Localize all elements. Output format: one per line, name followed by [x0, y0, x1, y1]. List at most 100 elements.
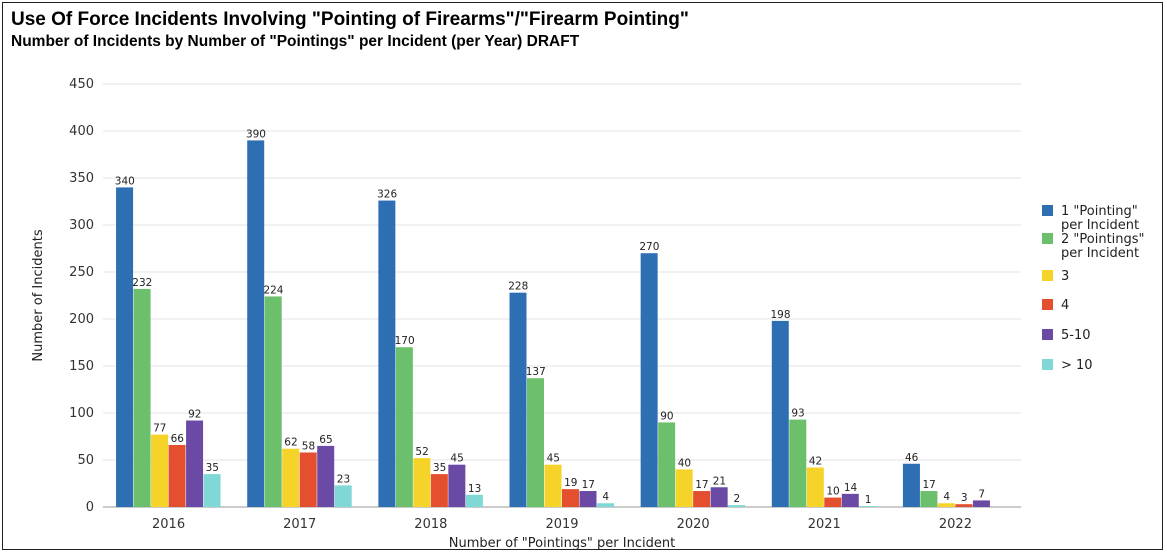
bar [448, 464, 466, 507]
data-label: 77 [153, 423, 166, 435]
bar [282, 448, 300, 507]
data-label: 58 [302, 440, 315, 452]
data-label: 92 [188, 409, 201, 421]
bar [902, 463, 920, 507]
data-label: 270 [639, 241, 659, 253]
bar [334, 485, 352, 507]
bar [465, 494, 483, 507]
bar [527, 378, 544, 507]
bar [378, 200, 396, 507]
data-label: 52 [415, 446, 428, 458]
bar [430, 474, 448, 507]
x-tick-label: 2020 [677, 517, 710, 532]
bar [203, 474, 221, 507]
y-tick-label: 50 [77, 453, 94, 468]
bars [116, 140, 990, 507]
bar [168, 444, 186, 507]
y-tick-label: 0 [86, 500, 94, 515]
data-label: 21 [713, 475, 726, 487]
y-tick-label: 250 [69, 265, 94, 280]
gridlines [103, 83, 1021, 508]
data-label: 390 [246, 128, 266, 140]
data-label: 13 [468, 483, 481, 495]
chart-subtitle: Number of Incidents by Number of "Pointi… [11, 33, 580, 50]
bar [317, 445, 335, 507]
bar [247, 140, 265, 507]
data-label: 228 [508, 281, 528, 293]
y-tick-label: 100 [69, 406, 94, 421]
bar [579, 491, 597, 507]
bar [264, 296, 282, 507]
bar [116, 187, 134, 507]
bar [151, 434, 169, 507]
x-axis: 2016 2017 2018 2019 2020 2021 2022 [152, 517, 972, 532]
data-label: 65 [319, 434, 332, 446]
bar [597, 503, 614, 507]
bar [562, 489, 579, 507]
bar [395, 347, 413, 507]
legend-swatch [1042, 299, 1053, 310]
data-label: 45 [450, 453, 463, 465]
bar [841, 493, 859, 507]
legend-swatch [1042, 359, 1053, 370]
data-label: 45 [547, 453, 560, 465]
bar [186, 420, 204, 507]
y-tick-label: 350 [69, 171, 94, 186]
legend-label: > 10 [1061, 358, 1093, 373]
data-label: 66 [171, 433, 185, 445]
x-axis-title: Number of "Pointings" per Incident [449, 536, 675, 551]
bar [859, 506, 877, 507]
legend-label: 4 [1061, 298, 1069, 313]
data-label: 4 [602, 491, 609, 503]
data-label: 3 [961, 492, 968, 504]
x-tick-label: 2019 [545, 517, 578, 532]
data-label: 23 [337, 473, 350, 485]
data-label: 35 [433, 462, 446, 474]
data-label: 340 [115, 175, 135, 187]
bar [710, 487, 728, 507]
data-label: 35 [206, 462, 219, 474]
y-axis-title: Number of Incidents [31, 229, 46, 361]
bar [675, 469, 693, 507]
legend-label: 1 "Pointing" [1061, 204, 1138, 219]
bar [658, 422, 676, 507]
y-tick-label: 150 [69, 359, 94, 374]
data-label: 7 [978, 488, 985, 500]
bar [133, 288, 151, 507]
bar [693, 491, 711, 507]
x-tick-label: 2016 [152, 517, 185, 532]
data-label: 170 [395, 335, 415, 347]
x-tick-label: 2022 [939, 517, 972, 532]
data-label: 19 [564, 477, 577, 489]
bar [972, 500, 990, 507]
legend-swatch [1042, 329, 1053, 340]
data-label: 17 [582, 479, 595, 491]
data-label: 40 [678, 457, 691, 469]
data-label: 4 [943, 491, 950, 503]
y-axis: 0 50 100 150 200 250 300 350 400 450 [69, 77, 94, 515]
bar [728, 505, 746, 507]
data-label: 2 [734, 493, 741, 505]
bar [920, 491, 938, 507]
legend-label: 5-10 [1061, 328, 1091, 343]
bar [937, 503, 955, 507]
data-label: 42 [809, 456, 822, 468]
data-label: 10 [826, 486, 839, 498]
bar [789, 419, 807, 507]
data-label: 232 [132, 277, 152, 289]
x-tick-label: 2017 [283, 517, 316, 532]
data-label: 17 [922, 479, 935, 491]
bar [806, 467, 824, 507]
data-label: 17 [695, 479, 708, 491]
data-label: 14 [844, 482, 858, 494]
legend-swatch [1042, 205, 1053, 216]
data-label: 62 [284, 437, 297, 449]
bar [509, 292, 527, 507]
legend-label: per Incident [1061, 246, 1139, 261]
y-tick-label: 200 [69, 312, 94, 327]
legend-label: 2 "Pointings" [1061, 232, 1145, 247]
y-tick-label: 400 [69, 124, 94, 139]
y-tick-label: 300 [69, 218, 94, 233]
